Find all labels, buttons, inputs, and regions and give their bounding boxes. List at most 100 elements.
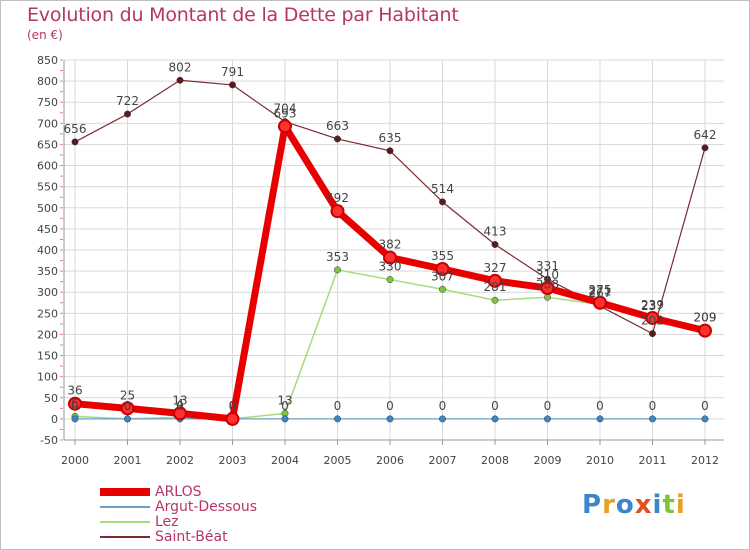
data-point-saint-b-at [701,144,709,152]
data-point-saint-b-at [176,76,184,84]
data-point-lez [334,266,341,274]
data-label-arlos: 0 [229,399,237,413]
data-label-saint-b-at: 663 [326,119,349,133]
data-label-saint-b-at: 802 [169,60,192,74]
data-point-saint-b-at [334,135,341,143]
data-label-lez: 281 [484,280,507,294]
data-point-argut-dessous [334,415,341,423]
y-tick-label: 850 [37,54,58,67]
legend-label-arlos: ARLOS [155,484,202,500]
legend-label-argut-dessous: Argut-Dessous [155,499,258,515]
legend-item-argut-dessous[interactable]: Argut-Dessous [100,499,360,515]
data-point-arlos [330,204,345,219]
data-label-argut-dessous: 0 [124,399,132,413]
legend-label-saint-beat: Saint-Béat [155,529,228,545]
data-point-arlos [645,310,660,325]
x-tick-label: 2008 [481,454,509,467]
x-tick-label: 2011 [639,454,667,467]
data-point-argut-dessous [439,415,446,423]
data-label-saint-b-at: 331 [536,259,559,273]
data-label-arlos: 382 [379,238,402,252]
data-point-saint-b-at [649,330,656,338]
data-label-argut-dessous: 0 [176,399,184,413]
data-point-argut-dessous [544,415,551,423]
data-label-saint-b-at: 202 [641,314,664,328]
x-tick-label: 2006 [376,454,404,467]
data-label-argut-dessous: 0 [491,399,499,413]
proxiti-logo: Proxiti [582,490,686,520]
x-tick-label: 2000 [61,454,89,467]
data-point-argut-dessous [596,415,604,423]
y-tick-label: 250 [37,307,58,320]
data-label-lez: 13 [277,393,292,407]
y-tick-label: 700 [37,117,58,130]
data-point-lez [439,285,446,293]
y-tick-label: 650 [37,138,58,151]
data-label-lez: 271 [589,284,612,298]
data-point-argut-dessous [491,415,499,423]
data-label-arlos: 355 [431,249,454,263]
data-point-argut-dessous [649,415,656,423]
y-tick-label: 600 [37,160,58,173]
data-point-saint-b-at [124,110,131,118]
legend-item-saint-beat[interactable]: Saint-Béat [100,529,360,545]
x-tick-label: 2003 [219,454,247,467]
data-label-arlos: 209 [694,311,717,325]
data-label-lez: 307 [431,269,454,283]
y-tick-label: 550 [37,181,58,194]
data-point-arlos [278,119,292,134]
data-point-saint-b-at [439,198,446,206]
data-label-arlos: 13 [172,393,187,407]
data-label-argut-dessous: 0 [281,399,289,413]
y-tick-label: 50 [44,392,58,405]
data-label-argut-dessous: 0 [649,399,657,413]
y-tick-label: 100 [37,371,58,384]
data-point-arlos [593,295,607,310]
chart-unit-label: (en €) [27,28,63,42]
data-point-arlos [68,396,82,411]
data-point-arlos [225,411,240,426]
y-tick-label: 800 [37,75,58,88]
chart-title: Evolution du Montant de la Dette par Hab… [27,4,459,26]
data-point-arlos [120,401,135,416]
data-point-arlos [435,262,450,276]
data-label-saint-b-at: 722 [116,94,139,108]
data-label-arlos: 275 [589,283,612,297]
data-point-argut-dessous [124,415,131,423]
data-point-arlos [383,250,397,265]
y-tick-label: 200 [37,328,58,341]
data-label-arlos: 25 [120,388,135,402]
legend-swatch-argut-dessous [100,506,150,508]
legend-swatch-arlos [100,488,150,496]
data-point-arlos [698,323,712,338]
x-tick-label: 2012 [691,454,719,467]
data-label-argut-dessous: 0 [334,399,342,413]
y-tick-label: 300 [37,286,58,299]
data-label-saint-b-at: 642 [694,128,717,142]
data-label-lez: 353 [326,250,349,264]
legend-label-lez: Lez [155,514,179,530]
data-label-argut-dessous: 0 [71,399,79,413]
y-tick-label: 0 [51,413,58,426]
data-point-arlos [540,281,555,295]
data-point-arlos [173,406,187,421]
data-point-argut-dessous [281,415,289,423]
data-label-arlos: 693 [274,106,297,120]
legend-item-lez[interactable]: Lez [100,514,360,530]
data-label-argut-dessous: 0 [386,399,394,413]
data-label-saint-b-at: 656 [64,122,87,136]
data-point-argut-dessous [386,415,394,423]
data-label-arlos: 36 [67,384,82,398]
data-point-lez [544,293,551,301]
data-label-lez: 6 [71,396,79,410]
y-tick-label: 500 [37,202,58,215]
legend-item-arlos[interactable]: ARLOS [100,484,360,500]
data-label-arlos: 310 [536,268,559,282]
y-tick-label: 150 [37,350,58,363]
data-label-saint-b-at: 704 [274,102,297,116]
x-tick-label: 2001 [114,454,142,467]
x-tick-label: 2004 [271,454,299,467]
data-point-saint-b-at [491,241,499,248]
data-point-saint-b-at [229,81,236,89]
